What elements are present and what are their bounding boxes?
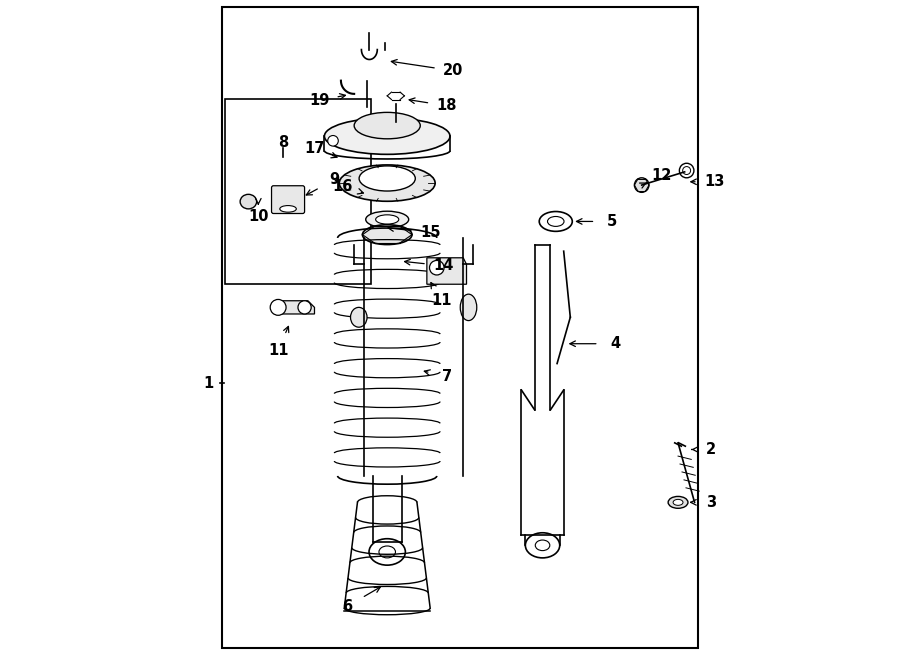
Text: 17: 17 [304, 141, 325, 156]
Ellipse shape [680, 163, 694, 178]
Text: 2: 2 [706, 442, 716, 457]
Text: 8: 8 [278, 135, 289, 149]
Bar [225, 99, 371, 284]
Ellipse shape [375, 215, 399, 224]
Text: 5: 5 [607, 214, 617, 229]
Ellipse shape [240, 194, 256, 209]
Text: 7: 7 [442, 369, 452, 384]
Text: 12: 12 [652, 168, 671, 182]
Circle shape [328, 136, 338, 146]
Text: 15: 15 [420, 225, 440, 240]
Ellipse shape [365, 212, 409, 227]
Text: 6: 6 [343, 599, 353, 613]
Text: 14: 14 [433, 258, 454, 273]
Text: 20: 20 [443, 63, 464, 78]
Text: 1: 1 [203, 376, 214, 391]
Text: 9: 9 [329, 173, 339, 187]
Text: 19: 19 [309, 93, 329, 108]
Bar [222, 7, 698, 648]
Ellipse shape [359, 166, 415, 191]
Text: 18: 18 [436, 98, 457, 113]
Ellipse shape [526, 533, 560, 558]
Ellipse shape [547, 217, 564, 226]
Ellipse shape [369, 539, 405, 565]
Ellipse shape [339, 165, 435, 202]
Ellipse shape [539, 212, 572, 231]
Ellipse shape [379, 546, 395, 558]
Text: 13: 13 [704, 175, 725, 189]
Text: 11: 11 [431, 293, 452, 308]
Text: 3: 3 [706, 495, 716, 510]
Text: 10: 10 [248, 210, 268, 224]
Circle shape [298, 301, 311, 314]
Polygon shape [274, 301, 314, 314]
Circle shape [270, 299, 286, 315]
Ellipse shape [350, 307, 367, 327]
Ellipse shape [634, 178, 649, 192]
Ellipse shape [536, 540, 550, 551]
Ellipse shape [280, 206, 296, 212]
Ellipse shape [324, 118, 450, 154]
Ellipse shape [668, 496, 688, 508]
FancyBboxPatch shape [272, 186, 304, 214]
Text: 4: 4 [610, 336, 620, 351]
Polygon shape [427, 258, 466, 284]
Ellipse shape [355, 112, 420, 139]
Ellipse shape [363, 225, 412, 245]
Text: 11: 11 [268, 343, 288, 358]
Text: 16: 16 [333, 179, 353, 194]
Ellipse shape [460, 294, 477, 321]
Ellipse shape [673, 500, 683, 505]
Circle shape [429, 260, 444, 275]
Ellipse shape [683, 167, 690, 175]
